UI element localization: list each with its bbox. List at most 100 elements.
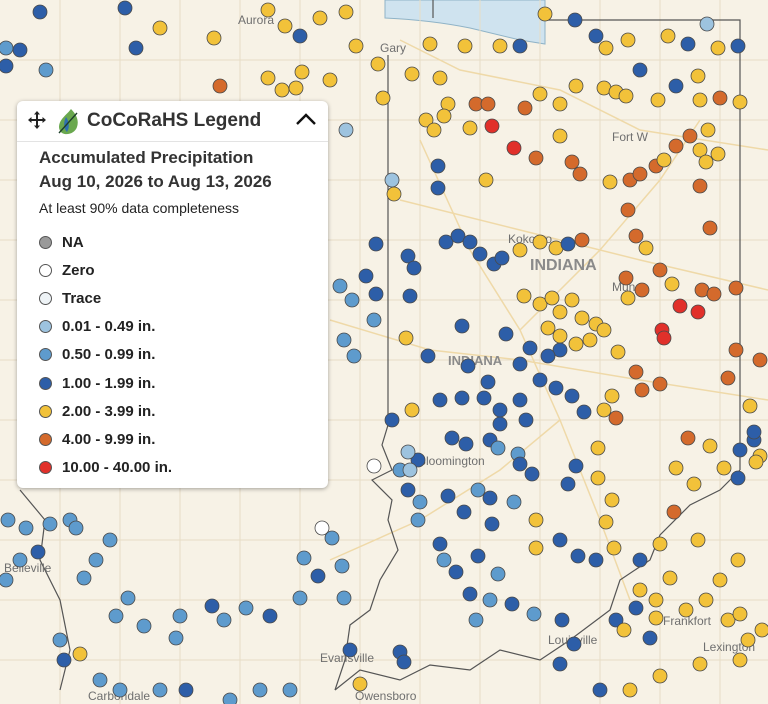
station-marker[interactable] — [672, 298, 688, 314]
station-marker[interactable] — [136, 618, 152, 634]
station-marker[interactable] — [692, 178, 708, 194]
station-marker[interactable] — [438, 234, 454, 250]
move-icon[interactable] — [27, 110, 47, 130]
station-marker[interactable] — [598, 40, 614, 56]
station-marker[interactable] — [375, 90, 391, 106]
station-marker[interactable] — [620, 202, 636, 218]
station-marker[interactable] — [608, 410, 624, 426]
station-marker[interactable] — [344, 292, 360, 308]
station-marker[interactable] — [648, 592, 664, 608]
station-marker[interactable] — [532, 296, 548, 312]
station-marker[interactable] — [606, 540, 622, 556]
station-marker[interactable] — [698, 592, 714, 608]
station-marker[interactable] — [0, 40, 14, 56]
station-marker[interactable] — [700, 122, 716, 138]
station-marker[interactable] — [732, 652, 748, 668]
station-marker[interactable] — [628, 600, 644, 616]
station-marker[interactable] — [396, 654, 412, 670]
station-marker[interactable] — [494, 250, 510, 266]
station-marker[interactable] — [178, 682, 194, 698]
station-marker[interactable] — [652, 262, 668, 278]
station-marker[interactable] — [632, 552, 648, 568]
station-marker[interactable] — [412, 494, 428, 510]
station-marker[interactable] — [552, 342, 568, 358]
station-marker[interactable] — [444, 430, 460, 446]
station-marker[interactable] — [568, 336, 584, 352]
station-marker[interactable] — [698, 154, 714, 170]
station-marker[interactable] — [168, 630, 184, 646]
station-marker[interactable] — [567, 12, 583, 28]
station-marker[interactable] — [560, 236, 576, 252]
station-marker[interactable] — [552, 656, 568, 672]
station-marker[interactable] — [574, 232, 590, 248]
station-marker[interactable] — [288, 80, 304, 96]
station-marker[interactable] — [568, 458, 584, 474]
chevron-up-icon[interactable] — [294, 109, 318, 129]
station-marker[interactable] — [448, 564, 464, 580]
station-marker[interactable] — [38, 62, 54, 78]
station-marker[interactable] — [430, 158, 446, 174]
station-marker[interactable] — [512, 392, 528, 408]
station-marker[interactable] — [42, 516, 58, 532]
station-marker[interactable] — [740, 632, 756, 648]
station-marker[interactable] — [566, 636, 582, 652]
station-marker[interactable] — [660, 28, 676, 44]
station-marker[interactable] — [528, 150, 544, 166]
station-marker[interactable] — [540, 320, 556, 336]
station-marker[interactable] — [522, 340, 538, 356]
station-marker[interactable] — [418, 112, 434, 128]
station-marker[interactable] — [32, 4, 48, 20]
station-marker[interactable] — [506, 494, 522, 510]
station-marker[interactable] — [386, 186, 402, 202]
station-marker[interactable] — [422, 36, 438, 52]
station-marker[interactable] — [238, 600, 254, 616]
station-marker[interactable] — [526, 606, 542, 622]
station-marker[interactable] — [690, 532, 706, 548]
station-marker[interactable] — [102, 532, 118, 548]
station-marker[interactable] — [482, 592, 498, 608]
station-marker[interactable] — [490, 440, 506, 456]
station-marker[interactable] — [336, 590, 352, 606]
station-marker[interactable] — [12, 42, 28, 58]
station-marker[interactable] — [532, 86, 548, 102]
station-marker[interactable] — [652, 536, 668, 552]
station-marker[interactable] — [512, 456, 528, 472]
station-marker[interactable] — [752, 352, 768, 368]
station-marker[interactable] — [568, 78, 584, 94]
station-marker[interactable] — [668, 78, 684, 94]
station-marker[interactable] — [92, 672, 108, 688]
station-marker[interactable] — [668, 460, 684, 476]
station-marker[interactable] — [702, 438, 718, 454]
station-marker[interactable] — [548, 380, 564, 396]
station-marker[interactable] — [480, 96, 496, 112]
station-marker[interactable] — [468, 612, 484, 628]
station-marker[interactable] — [402, 462, 418, 478]
station-marker[interactable] — [432, 536, 448, 552]
station-marker[interactable] — [692, 142, 708, 158]
station-marker[interactable] — [440, 488, 456, 504]
station-marker[interactable] — [480, 374, 496, 390]
station-marker[interactable] — [400, 444, 416, 460]
station-marker[interactable] — [172, 608, 188, 624]
station-marker[interactable] — [746, 424, 762, 440]
station-marker[interactable] — [650, 92, 666, 108]
station-marker[interactable] — [420, 348, 436, 364]
station-marker[interactable] — [324, 530, 340, 546]
station-marker[interactable] — [518, 412, 534, 428]
station-marker[interactable] — [277, 18, 293, 34]
station-marker[interactable] — [0, 512, 16, 528]
station-marker[interactable] — [296, 550, 312, 566]
station-marker[interactable] — [504, 596, 520, 612]
station-marker[interactable] — [728, 342, 744, 358]
station-marker[interactable] — [432, 70, 448, 86]
station-marker[interactable] — [552, 304, 568, 320]
station-marker[interactable] — [528, 512, 544, 528]
station-marker[interactable] — [690, 68, 706, 84]
station-marker[interactable] — [592, 682, 608, 698]
station-marker[interactable] — [564, 388, 580, 404]
station-marker[interactable] — [346, 348, 362, 364]
station-marker[interactable] — [456, 504, 472, 520]
station-marker[interactable] — [216, 612, 232, 628]
station-marker[interactable] — [730, 38, 746, 54]
station-marker[interactable] — [222, 692, 238, 704]
